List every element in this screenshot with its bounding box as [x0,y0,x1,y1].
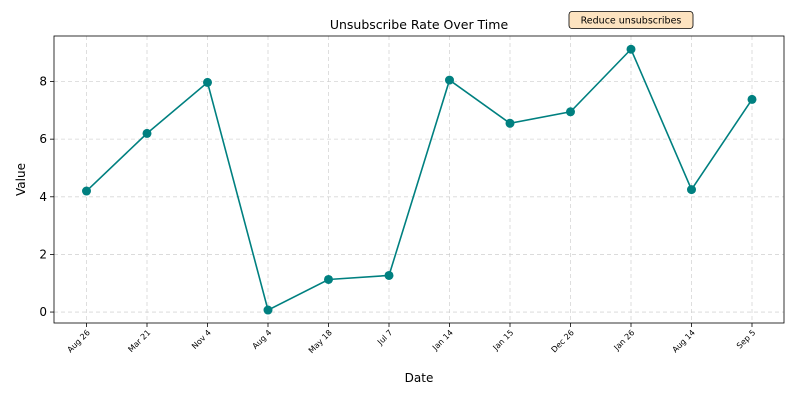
data-point [566,107,575,116]
x-tick-label: Jan 26 [612,328,637,353]
data-point [203,78,212,87]
data-point [143,129,152,138]
x-tick-label: Aug 14 [671,328,697,354]
x-tick-label: Dec 26 [550,328,576,354]
x-axis-label: Date [405,371,434,385]
data-point [385,271,394,280]
y-axis: 0 2 4 6 8 [39,75,54,320]
annotation: Reduce unsubscribes [569,12,693,29]
data-point [748,95,757,104]
y-tick-label: 8 [39,75,47,89]
x-tick-label: Jul 7 [375,328,394,347]
annotation-label: Reduce unsubscribes [581,16,682,27]
x-tick-label: Aug 26 [66,328,92,354]
data-point [264,306,273,315]
x-tick-label: Jan 14 [430,328,455,353]
data-point [687,185,696,194]
chart-title: Unsubscribe Rate Over Time [330,17,509,32]
x-tick-label: Nov 4 [190,328,213,351]
y-tick-label: 2 [39,247,47,261]
data-point [506,119,515,128]
y-axis-label: Value [14,163,28,196]
x-axis: Aug 26 Mar 21 Nov 4 Aug 4 May 18 Jul 7 Jan 14 J… [66,323,758,355]
y-tick-label: 4 [39,190,47,204]
data-point [82,187,91,196]
x-tick-label: Sep 5 [735,328,757,350]
y-tick-label: 6 [39,132,47,146]
x-tick-label: Aug 4 [251,328,274,351]
data-point [627,45,636,54]
x-tick-label: Mar 21 [126,328,152,354]
x-tick-label: Jan 15 [491,328,516,353]
data-point [324,275,333,284]
x-tick-label: May 18 [307,328,334,355]
y-tick-label: 0 [39,305,47,319]
series-line [87,49,753,310]
data-point [445,76,454,85]
